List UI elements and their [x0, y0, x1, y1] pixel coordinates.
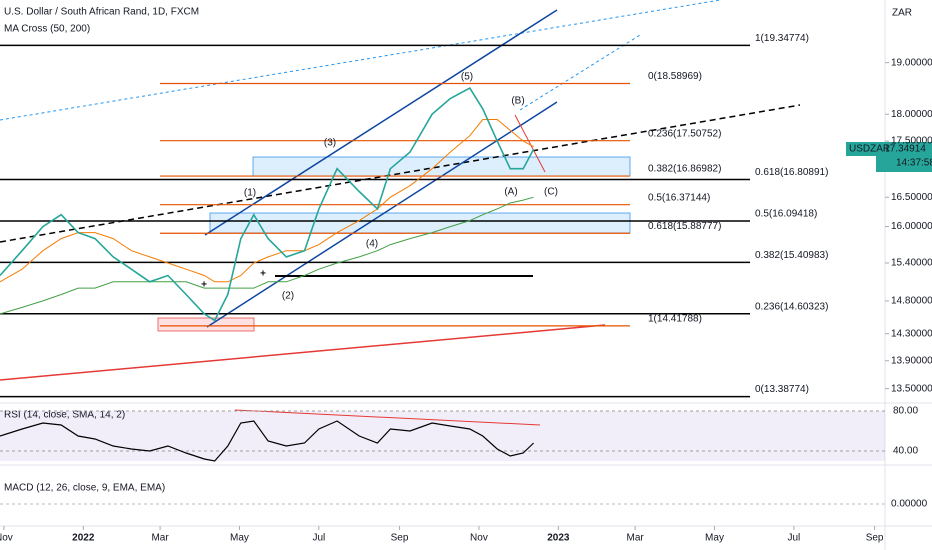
- trend-line: [0, 324, 606, 381]
- x-tick-label: 2023: [547, 533, 570, 544]
- wave-label: (2): [282, 291, 294, 302]
- fib-label: 1(14.41788): [648, 314, 702, 325]
- rsi-title: RSI (14, close, SMA, 14, 2): [4, 410, 125, 421]
- y-tick-label: 17.50000: [891, 136, 932, 147]
- macd-tick-label: 0.00000: [891, 499, 928, 510]
- fib-label: 0(13.38774): [755, 384, 809, 395]
- y-tick-label: 16.50000: [891, 192, 932, 203]
- y-tick-label: 18.00000: [891, 109, 932, 120]
- trend-line: [0, 104, 801, 243]
- x-tick-label: May: [705, 533, 724, 544]
- chart-title: U.S. Dollar / South African Rand, 1D, FX…: [4, 7, 199, 18]
- x-tick-label: Mar: [151, 533, 169, 544]
- x-tick-label: 2022: [72, 533, 95, 544]
- countdown: 14:37:58: [896, 158, 932, 169]
- wave-label: (C): [544, 187, 558, 198]
- wave-label: (B): [511, 96, 524, 107]
- y-tick-label: 15.40000: [891, 258, 932, 269]
- moving-average: [0, 119, 534, 283]
- rsi-band: [0, 411, 885, 461]
- y-tick-label: 14.80000: [891, 296, 932, 307]
- zone-box: [209, 212, 631, 234]
- y-tick-label: 13.50000: [891, 383, 932, 394]
- cross-marker: +: [201, 280, 207, 291]
- x-tick-label: Jul: [312, 533, 325, 544]
- wave-label: (3): [324, 138, 336, 149]
- fib-label: 0.236(14.60323): [755, 301, 828, 312]
- rsi-trend-line: [234, 409, 541, 426]
- x-tick-label: Mar: [627, 533, 645, 544]
- rsi-tick-label: 40.00: [893, 446, 918, 457]
- fib-label: 0.5(16.37144): [648, 192, 710, 203]
- trend-line: [514, 114, 546, 173]
- price-line: [0, 87, 535, 322]
- wave-label: (A): [504, 187, 517, 198]
- rsi-line: [0, 420, 535, 462]
- fib-label: 0.382(15.40983): [755, 250, 828, 261]
- channel-line: [206, 101, 558, 328]
- x-tick-label: Sep: [391, 533, 409, 544]
- fib-label: 0(18.58969): [648, 71, 702, 82]
- macd-title: MACD (12, 26, close, 9, EMA, EMA): [4, 483, 165, 494]
- y-tick-label: 13.90000: [891, 355, 932, 366]
- currency-label: ZAR: [892, 8, 912, 19]
- y-tick-label: 19.00000: [891, 57, 932, 68]
- channel-line: [204, 9, 558, 236]
- wave-label: (1): [244, 188, 256, 199]
- last-price: 17.34914: [884, 144, 926, 155]
- fib-label: 0.236(17.50752): [648, 128, 721, 139]
- zone-box: [157, 317, 255, 332]
- x-tick-label: Nov: [470, 533, 488, 544]
- x-tick-label: May: [230, 533, 249, 544]
- wave-label: (4): [366, 239, 378, 250]
- trend-line: [0, 0, 721, 121]
- moving-average: [0, 196, 534, 315]
- cross-marker: +: [260, 269, 266, 280]
- symbol-tag: USDZAR: [849, 144, 890, 155]
- y-tick-label: 16.00000: [891, 221, 932, 232]
- fib-label: 1(19.34774): [755, 33, 809, 44]
- x-tick-label: Nov: [0, 533, 13, 544]
- symbol-box: [846, 142, 886, 156]
- x-tick-label: Jul: [787, 533, 800, 544]
- y-tick-label: 14.30000: [891, 328, 932, 339]
- fib-label: 0.5(16.09418): [755, 209, 817, 220]
- fib-label: 0.382(16.86982): [648, 164, 721, 175]
- rsi-tick-label: 80.00: [893, 406, 918, 417]
- fib-label: 0.618(15.88777): [648, 221, 721, 232]
- x-tick-label: Sep: [866, 533, 884, 544]
- indicator-label: MA Cross (50, 200): [4, 24, 90, 35]
- fib-label: 0.618(16.80891): [755, 167, 828, 178]
- wave-label: (5): [461, 72, 473, 83]
